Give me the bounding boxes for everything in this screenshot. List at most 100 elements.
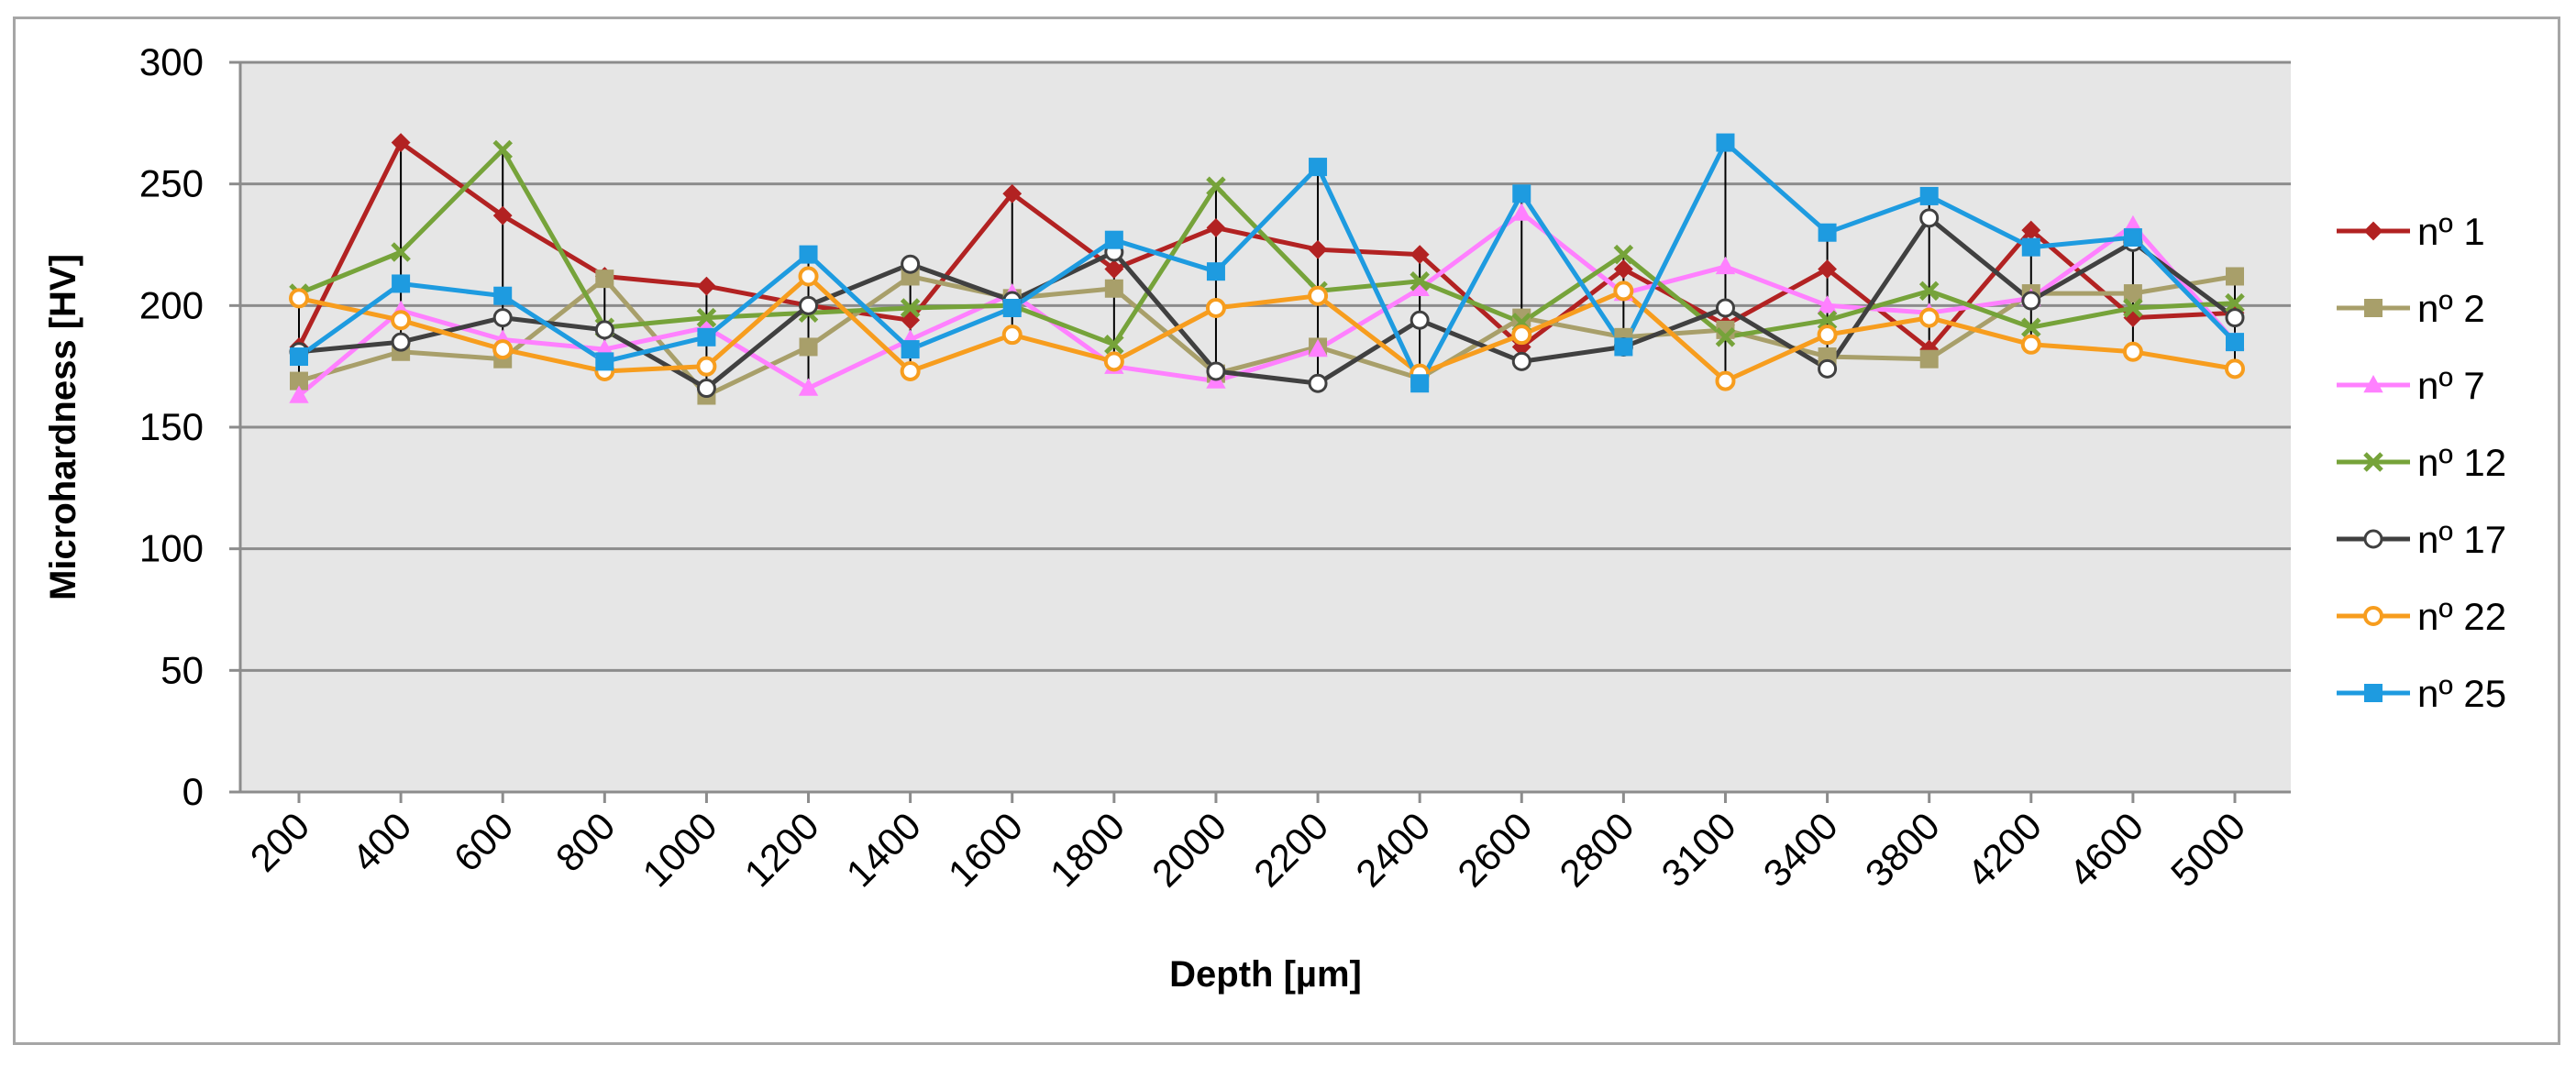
data-point-series-7 (1206, 262, 1225, 281)
x-tick-label: 3800 (1857, 804, 1948, 895)
x-tick-label: 600 (446, 804, 522, 880)
marker-stroke (1410, 271, 1430, 292)
data-point-series-6 (1817, 324, 1838, 346)
legend-label: nº 17 (2417, 518, 2506, 561)
data-point-series-1 (492, 205, 513, 226)
legend-item: nº 25 (2337, 672, 2506, 715)
data-point-series-4 (900, 298, 921, 318)
data-point-series-1 (1104, 259, 1124, 279)
y-tick-label: 250 (139, 162, 204, 205)
data-point-series-7 (901, 340, 920, 359)
data-point-series-2 (1919, 349, 1939, 368)
legend-marker (2363, 374, 2383, 393)
data-point-series-5 (799, 295, 819, 315)
legend-marker (2363, 221, 2383, 241)
y-tick-label: 50 (160, 648, 204, 691)
data-point-series-5 (1308, 373, 1328, 393)
x-tick-label: 2200 (1245, 804, 1336, 895)
data-point-series-6 (1715, 370, 1736, 391)
data-point-series-4 (492, 139, 513, 160)
data-point-series-5 (594, 320, 614, 340)
marker-stroke (1206, 176, 1226, 197)
data-point-series-6 (1001, 324, 1023, 346)
x-tick-label: 1800 (1042, 804, 1133, 895)
x-tick-label: 400 (344, 804, 420, 880)
data-point-series-4 (1613, 244, 1634, 265)
data-point-series-6 (391, 310, 412, 331)
legend-item: nº 7 (2337, 364, 2485, 407)
data-point-series-4 (1410, 271, 1430, 292)
data-point-series-7 (799, 245, 818, 264)
legend-marker (2363, 452, 2383, 472)
data-point-series-3 (1817, 295, 1838, 314)
marker-stroke (696, 307, 717, 328)
data-point-series-7 (697, 327, 716, 346)
marker-stroke (1918, 280, 1940, 302)
data-point-series-7 (1919, 186, 1939, 205)
x-axis-title: Depth [µm] (1169, 954, 1362, 995)
y-tick-label: 150 (139, 405, 204, 448)
data-point-series-6 (1511, 324, 1532, 346)
series-line-3 (297, 211, 2237, 398)
data-point-series-2 (595, 270, 614, 289)
data-point-series-3 (1308, 339, 1328, 358)
data-point-series-4 (2123, 298, 2143, 318)
data-point-series-2 (2123, 284, 2142, 303)
legend-label: nº 1 (2417, 210, 2485, 253)
legend-marker (2364, 299, 2383, 317)
data-point-series-5 (1410, 310, 1430, 330)
legend-label: nº 2 (2417, 287, 2485, 330)
data-point-series-7 (1512, 184, 1531, 204)
x-tick-label: 1200 (736, 804, 827, 895)
data-point-series-4 (1206, 176, 1226, 197)
data-point-series-5 (1919, 208, 1940, 228)
data-point-series-6 (900, 360, 921, 381)
series-line-6 (298, 274, 2236, 384)
x-tick-label: 2400 (1347, 804, 1438, 895)
data-point-series-4 (1715, 327, 1736, 347)
data-point-series-7 (2226, 333, 2244, 352)
data-point-series-5 (391, 332, 411, 352)
data-point-series-7 (493, 286, 513, 305)
data-point-series-7 (1716, 133, 1735, 152)
data-point-series-7 (290, 347, 308, 367)
legend-item: nº 17 (2337, 518, 2506, 561)
legend-item: nº 22 (2337, 595, 2506, 638)
series-line-5 (298, 215, 2237, 390)
data-point-series-7 (1002, 298, 1022, 317)
legend-label: nº 25 (2417, 672, 2506, 715)
data-point-series-5 (492, 308, 513, 328)
data-point-series-7 (1309, 158, 1328, 177)
data-point-series-4 (2225, 292, 2245, 314)
data-point-series-6 (798, 266, 819, 287)
data-point-series-5 (696, 379, 716, 399)
data-point-series-2 (799, 337, 818, 357)
marker-stroke (1817, 310, 1838, 331)
marker-stroke (391, 242, 411, 262)
data-point-series-5 (1511, 351, 1531, 371)
data-point-series-6 (1205, 297, 1226, 318)
x-tick-label: 1000 (634, 804, 724, 895)
series-line-2 (298, 274, 2236, 398)
legend-marker (2363, 529, 2383, 549)
marker-stroke (2123, 298, 2143, 318)
data-point-series-2 (1104, 279, 1123, 298)
marker-stroke (1104, 335, 1124, 355)
x-tick-label: 800 (547, 804, 624, 880)
legend-label: nº 12 (2417, 441, 2506, 484)
marker-stroke (1613, 244, 1634, 265)
x-tick-label: 2800 (1551, 804, 1642, 895)
data-point-series-4 (2021, 317, 2041, 337)
data-point-series-5 (1206, 361, 1226, 381)
y-tick-label: 100 (139, 527, 204, 570)
data-point-series-1 (1410, 245, 1430, 265)
data-point-series-5 (1818, 358, 1838, 379)
data-point-series-7 (1614, 337, 1633, 357)
y-tick-label: 200 (139, 283, 204, 326)
series-line-4 (298, 148, 2236, 347)
x-tick-label: 2000 (1144, 804, 1234, 895)
x-tick-label: 1600 (940, 804, 1031, 895)
data-point-series-7 (1410, 374, 1430, 393)
data-point-series-7 (2123, 228, 2142, 248)
